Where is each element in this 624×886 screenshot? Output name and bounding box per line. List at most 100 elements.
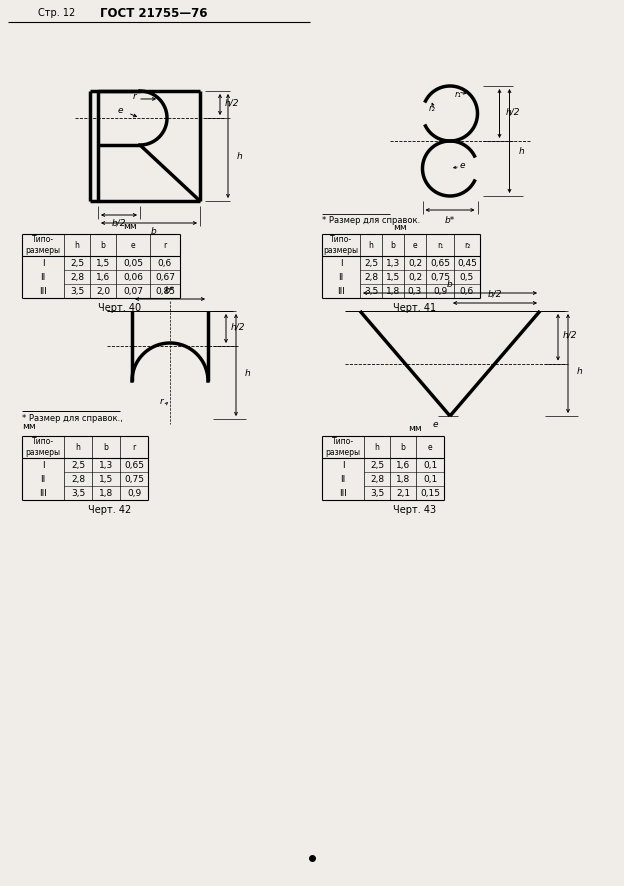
Text: II: II (338, 273, 344, 282)
Text: e: e (432, 419, 438, 429)
Text: 0,65: 0,65 (124, 461, 144, 470)
Text: b: b (104, 442, 109, 452)
Text: b: b (447, 279, 453, 289)
Text: h: h (74, 240, 79, 250)
Text: 0,1: 0,1 (423, 475, 437, 484)
Text: e: e (459, 161, 465, 170)
Text: 1,5: 1,5 (96, 259, 110, 268)
Text: 0,3: 0,3 (408, 286, 422, 296)
Text: h/2: h/2 (231, 322, 245, 331)
Text: b: b (401, 442, 406, 452)
Text: мм: мм (123, 222, 137, 230)
Text: 2,5: 2,5 (70, 259, 84, 268)
Text: II: II (41, 475, 46, 484)
Text: 2,1: 2,1 (396, 488, 410, 498)
Text: Типо-
размеры: Типо- размеры (323, 236, 359, 254)
Text: 3,5: 3,5 (370, 488, 384, 498)
Text: r₂: r₂ (464, 240, 470, 250)
Text: e: e (427, 442, 432, 452)
Text: h/2: h/2 (505, 107, 520, 116)
Text: 3,5: 3,5 (71, 488, 85, 498)
Text: 2,5: 2,5 (364, 259, 378, 268)
Text: 1,8: 1,8 (99, 488, 113, 498)
Text: 0,2: 0,2 (408, 259, 422, 268)
Text: e: e (117, 105, 123, 114)
Text: 1,5: 1,5 (386, 273, 400, 282)
Text: Черт. 42: Черт. 42 (89, 505, 132, 515)
Text: I: I (342, 461, 344, 470)
Text: 0,75: 0,75 (430, 273, 450, 282)
Text: Типо-
размеры: Типо- размеры (26, 438, 61, 456)
Text: 0,1: 0,1 (423, 461, 437, 470)
Text: r: r (163, 240, 167, 250)
Text: 1,6: 1,6 (96, 273, 110, 282)
Text: 3,5: 3,5 (70, 286, 84, 296)
Text: 3,5: 3,5 (364, 286, 378, 296)
Text: 2,8: 2,8 (364, 273, 378, 282)
Text: h: h (374, 442, 379, 452)
Text: 0,6: 0,6 (460, 286, 474, 296)
Text: 0,9: 0,9 (127, 488, 141, 498)
Text: II: II (340, 475, 346, 484)
Text: b: b (100, 240, 105, 250)
Text: Черт. 41: Черт. 41 (394, 303, 437, 313)
Text: e: e (130, 240, 135, 250)
Text: III: III (39, 286, 47, 296)
Text: 0,67: 0,67 (155, 273, 175, 282)
Text: h: h (369, 240, 373, 250)
Text: r₁: r₁ (437, 240, 443, 250)
Text: I: I (339, 259, 343, 268)
Text: III: III (39, 488, 47, 498)
Text: 0,6: 0,6 (158, 259, 172, 268)
Text: 1,3: 1,3 (99, 461, 113, 470)
Text: h: h (237, 152, 243, 160)
Text: r: r (132, 442, 135, 452)
Text: h: h (519, 146, 524, 156)
Text: 0,5: 0,5 (460, 273, 474, 282)
Text: II: II (41, 273, 46, 282)
Text: III: III (337, 286, 345, 296)
Text: b: b (391, 240, 396, 250)
Text: b*: b* (165, 285, 175, 294)
Text: 0,2: 0,2 (408, 273, 422, 282)
Text: 0,85: 0,85 (155, 286, 175, 296)
Text: мм: мм (408, 424, 422, 432)
Text: Черт. 40: Черт. 40 (99, 303, 142, 313)
Text: 1,5: 1,5 (99, 475, 113, 484)
Text: r₁: r₁ (454, 89, 461, 98)
Text: 0,07: 0,07 (123, 286, 143, 296)
Text: 2,5: 2,5 (370, 461, 384, 470)
Text: I: I (42, 259, 44, 268)
Text: 0,45: 0,45 (457, 259, 477, 268)
Text: Черт. 43: Черт. 43 (394, 505, 437, 515)
Text: 1,3: 1,3 (386, 259, 400, 268)
Text: I: I (42, 461, 44, 470)
Text: 2,8: 2,8 (370, 475, 384, 484)
Text: мм: мм (393, 222, 407, 231)
Text: e: e (412, 240, 417, 250)
Text: h: h (577, 367, 583, 376)
Text: 0,15: 0,15 (420, 488, 440, 498)
Text: b/2: b/2 (112, 219, 126, 228)
Text: 0,05: 0,05 (123, 259, 143, 268)
Text: * Размер для справок.,: * Размер для справок., (22, 414, 123, 423)
Text: h/2: h/2 (225, 98, 239, 107)
Text: 0,9: 0,9 (433, 286, 447, 296)
Text: III: III (339, 488, 347, 498)
Text: Типо-
размеры: Типо- размеры (326, 438, 361, 456)
Text: h: h (245, 369, 251, 377)
Text: b/2: b/2 (488, 290, 502, 299)
Text: Типо-
размеры: Типо- размеры (26, 236, 61, 254)
Text: 0,75: 0,75 (124, 475, 144, 484)
Text: 2,0: 2,0 (96, 286, 110, 296)
Text: 2,5: 2,5 (71, 461, 85, 470)
Text: 1,8: 1,8 (386, 286, 400, 296)
Text: 1,6: 1,6 (396, 461, 410, 470)
Text: r₂: r₂ (429, 104, 436, 113)
Text: r: r (160, 397, 164, 406)
Text: Стр. 12: Стр. 12 (38, 8, 76, 18)
Text: 0,65: 0,65 (430, 259, 450, 268)
Text: мм: мм (22, 422, 36, 431)
Text: ГОСТ 21755—76: ГОСТ 21755—76 (100, 6, 208, 19)
Text: 2,8: 2,8 (71, 475, 85, 484)
